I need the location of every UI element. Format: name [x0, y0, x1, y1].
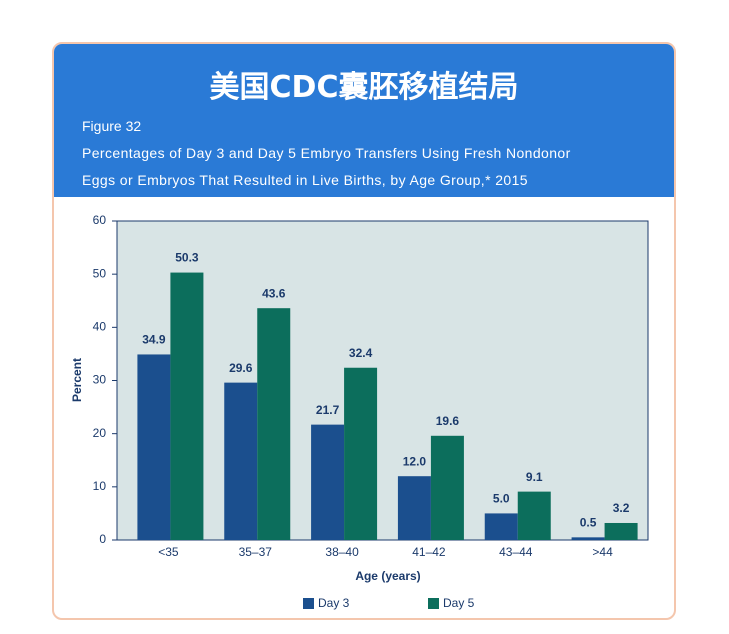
subtitle-line: Percentages of Day 3 and Day 5 Embryo Tr… [82, 145, 571, 161]
bar [397, 476, 431, 540]
header-title: 美国CDC囊胚移植结局 [209, 70, 519, 105]
value-label: 43.6 [262, 286, 286, 300]
y-tick-label: 60 [93, 213, 107, 227]
subtitle: Percentages of Day 3 and Day 5 Embryo Tr… [82, 140, 674, 194]
plot-area [116, 220, 649, 541]
bar [517, 491, 551, 540]
y-tick-label: 30 [93, 373, 107, 387]
legend-label: Day 3 [318, 596, 350, 610]
value-label: 34.9 [142, 333, 166, 347]
bar [257, 308, 291, 540]
value-label: 19.6 [436, 414, 460, 428]
value-label: 29.6 [229, 361, 253, 375]
x-tick-label: >44 [592, 545, 613, 559]
x-tick-label: 43–44 [499, 545, 533, 559]
legend-swatch [303, 598, 314, 609]
y-tick-label: 10 [93, 479, 107, 493]
figure-label: Figure 32 [82, 118, 142, 134]
legend-swatch [428, 598, 439, 609]
y-tick-label: 20 [93, 426, 107, 440]
value-label: 9.1 [526, 470, 543, 484]
legend-label: Day 5 [443, 596, 475, 610]
header: 美国CDC囊胚移植结局 Figure 32 Percentages of Day… [54, 44, 674, 197]
value-label: 21.7 [316, 403, 340, 417]
y-tick-label: 0 [99, 532, 106, 546]
value-label: 3.2 [613, 501, 630, 515]
bar [571, 537, 605, 540]
x-tick-label: <35 [158, 545, 179, 559]
x-axis-title: Age (years) [355, 569, 420, 583]
bar [344, 367, 378, 540]
bar [137, 354, 171, 540]
x-tick-label: 41–42 [412, 545, 446, 559]
x-tick-label: 35–37 [239, 545, 273, 559]
bar [430, 435, 464, 540]
subtitle-line: Eggs or Embryos That Resulted in Live Bi… [82, 172, 528, 188]
bar [484, 513, 518, 540]
bar [224, 382, 258, 540]
value-label: 50.3 [175, 251, 199, 265]
y-tick-label: 40 [93, 320, 107, 334]
value-label: 32.4 [349, 346, 373, 360]
y-tick-label: 50 [93, 266, 107, 280]
x-tick-label: 38–40 [325, 545, 359, 559]
value-label: 5.0 [493, 492, 510, 506]
value-label: 0.5 [580, 516, 597, 530]
value-label: 12.0 [403, 454, 427, 468]
bar [604, 522, 638, 540]
bar [311, 424, 345, 540]
bar [170, 272, 204, 540]
y-axis-title: Percent [70, 358, 84, 402]
